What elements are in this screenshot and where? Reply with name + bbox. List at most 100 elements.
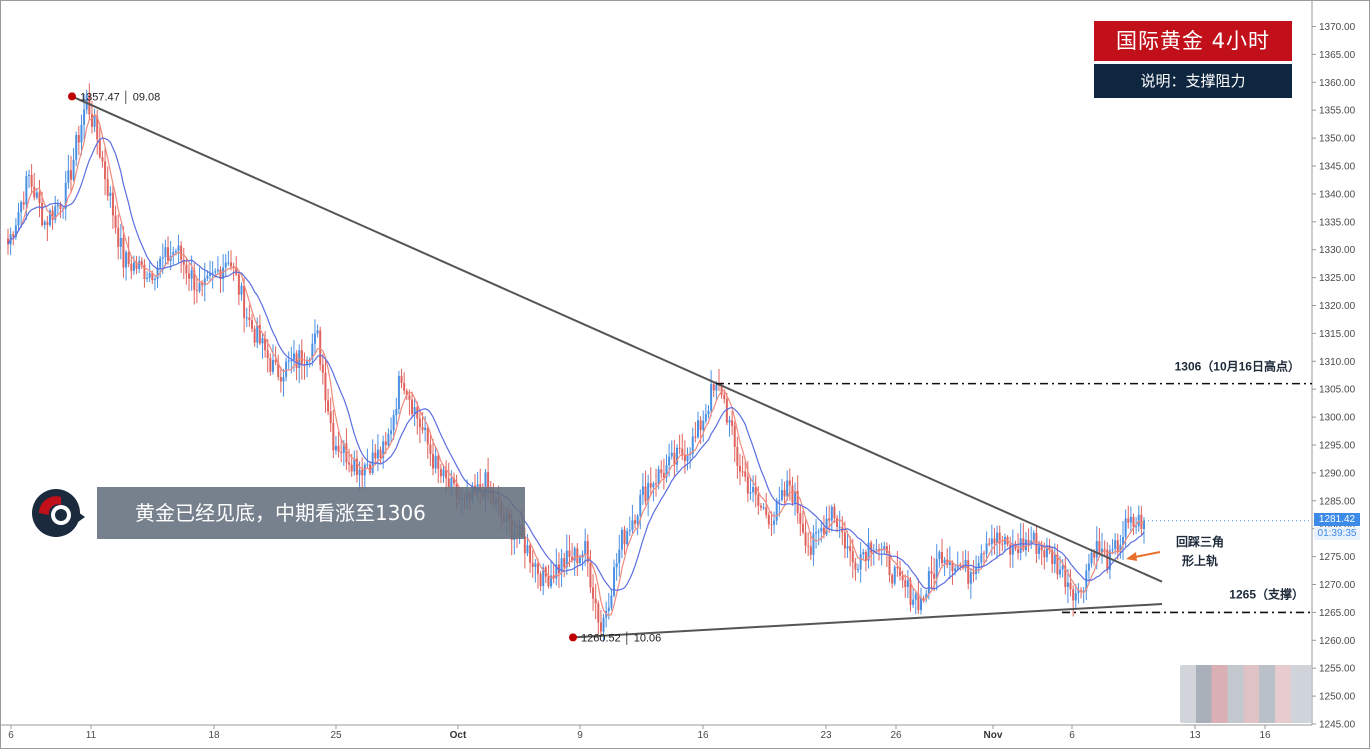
time-tick-label: 6	[8, 730, 14, 741]
candle-body	[550, 575, 553, 587]
candle-body	[914, 594, 917, 600]
price-tick-label: 1265.00	[1319, 608, 1356, 619]
candle-body	[1069, 582, 1072, 590]
candle-body	[909, 580, 912, 605]
candle-body	[891, 575, 894, 584]
candle-body	[46, 221, 49, 225]
candle-body	[219, 269, 222, 279]
candle-body	[125, 252, 128, 268]
candle-body	[728, 420, 731, 423]
candle-body	[188, 273, 191, 279]
candle-body	[400, 375, 403, 383]
candle-body	[277, 362, 280, 377]
candle-body	[1095, 541, 1098, 558]
candle-body	[796, 491, 799, 514]
candle-body	[227, 262, 230, 264]
candle-body	[731, 420, 734, 426]
candle-body	[20, 202, 23, 213]
candle-body	[243, 285, 246, 318]
candle-body	[1082, 590, 1085, 592]
candle-body	[655, 483, 658, 485]
candle-body	[83, 109, 86, 125]
price-tick-label: 1300.00	[1319, 413, 1356, 424]
retest-annotation-line1: 回踩三角	[1176, 534, 1224, 549]
candle-body	[534, 563, 537, 567]
candle-body	[245, 317, 248, 319]
descending-trendline	[71, 95, 1163, 583]
candle-body	[17, 212, 20, 226]
candle-body	[1027, 539, 1030, 543]
candle-body	[1116, 540, 1119, 553]
candle-body	[977, 562, 980, 568]
candle-body	[418, 418, 421, 428]
candle-body	[851, 551, 854, 563]
price-tick-label: 1305.00	[1319, 385, 1356, 396]
pivot-low-label: 1260.52 │ 10.06	[581, 630, 661, 645]
candle-body	[450, 477, 453, 488]
candle-body	[324, 372, 327, 401]
candle-body	[867, 542, 870, 561]
candle-body	[822, 527, 825, 535]
candle-body	[111, 192, 114, 216]
candle-body	[634, 520, 637, 524]
candle-body	[300, 350, 303, 365]
candle-body	[1014, 543, 1017, 550]
candle-body	[350, 464, 353, 472]
candle-body	[940, 552, 943, 564]
pivot-high-label: 1357.47 │ 09.08	[80, 89, 160, 104]
brand-logo-icon	[32, 489, 85, 537]
candle-body	[620, 529, 623, 550]
time-tick-label: 18	[208, 730, 220, 741]
candle-body	[248, 317, 251, 321]
candle-body	[948, 562, 951, 565]
candle-body	[912, 599, 915, 605]
candle-body	[426, 427, 429, 445]
candle-body	[919, 597, 922, 611]
candle-body	[765, 507, 768, 515]
candle-body	[712, 384, 715, 391]
candle-body	[752, 487, 755, 493]
candle-body	[329, 411, 332, 423]
candle-body	[904, 580, 907, 587]
candle-body	[555, 564, 558, 579]
candle-body	[996, 532, 999, 544]
candle-body	[195, 290, 198, 292]
candle-body	[321, 364, 324, 373]
candle-body	[148, 273, 151, 278]
candle-body	[266, 350, 269, 359]
candle-body	[736, 446, 739, 466]
candle-body	[172, 252, 175, 256]
candle-body	[48, 210, 51, 225]
candle-body	[390, 430, 393, 435]
candle-body	[809, 546, 812, 555]
candle-body	[647, 483, 650, 502]
resistance-annotation: 1306（10月16日高点）	[1175, 359, 1300, 374]
candle-body	[222, 267, 225, 279]
candle-body	[143, 264, 146, 279]
candle-body	[285, 361, 288, 377]
candle-body	[27, 174, 30, 177]
candle-body	[232, 266, 235, 268]
candle-body	[930, 571, 933, 574]
candle-body	[424, 427, 427, 431]
candle-body	[256, 324, 259, 343]
candle-body	[59, 204, 62, 210]
candle-body	[41, 202, 44, 225]
candle-body	[770, 524, 773, 526]
candle-body	[180, 245, 183, 260]
candle-body	[801, 523, 804, 533]
candle-body	[327, 400, 330, 412]
pivot-low-marker	[569, 633, 577, 642]
candle-body	[571, 556, 574, 561]
candle-body	[67, 170, 70, 183]
candle-body	[951, 562, 954, 572]
candle-body	[38, 192, 41, 203]
candle-body	[25, 176, 28, 205]
candle-body	[720, 385, 723, 395]
candle-body	[589, 562, 592, 588]
candle-body	[618, 549, 621, 564]
candle-body	[613, 567, 616, 596]
candle-body	[198, 283, 201, 292]
candle-body	[14, 225, 17, 238]
